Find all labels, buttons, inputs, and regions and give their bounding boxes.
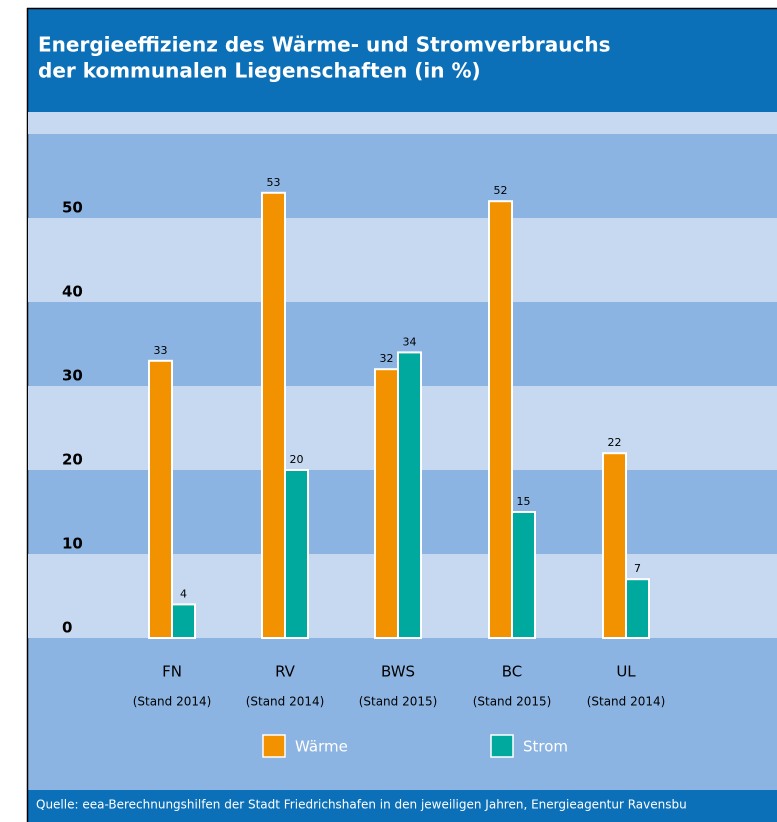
legend-swatch — [262, 734, 286, 758]
y-tick-label: 10 — [62, 535, 83, 553]
y-tick-label: 40 — [62, 283, 83, 301]
x-tick-note: (Stand 2014) — [246, 695, 325, 709]
x-tick-label: FN — [162, 663, 182, 681]
bar — [397, 351, 422, 639]
data-label: 22 — [608, 436, 622, 449]
bar — [602, 452, 627, 640]
plot: 0 10 20 30 40 50 FN (Stand 2014) 33 4 RV (Stand 201… — [28, 112, 777, 758]
data-label: 34 — [403, 335, 417, 348]
chart-title-line: Energieeffizienz des Wärme- und Stromver… — [38, 33, 611, 57]
bar — [284, 469, 309, 639]
bar — [148, 359, 173, 639]
band — [28, 218, 777, 302]
title-band — [27, 8, 777, 112]
bar — [511, 511, 536, 639]
bar — [488, 200, 513, 639]
bar — [261, 191, 286, 640]
y-tick-label: 50 — [62, 199, 83, 217]
data-label: 32 — [380, 352, 394, 365]
bar — [171, 603, 196, 640]
source-band — [27, 790, 777, 822]
source: Quelle: eea-Berechnungshilfen der Stadt … — [36, 798, 687, 812]
x-tick-note: (Stand 2014) — [587, 695, 666, 709]
data-label: 20 — [290, 453, 304, 466]
legend-label: Strom — [523, 738, 568, 756]
data-label: 52 — [494, 184, 508, 197]
y-tick-label: 30 — [62, 367, 83, 385]
band — [28, 112, 777, 134]
x-tick-note: (Stand 2015) — [473, 695, 552, 709]
data-label: 7 — [634, 562, 641, 575]
x-tick-note: (Stand 2014) — [133, 695, 212, 709]
bar — [625, 578, 650, 640]
chart-title-line: der kommunalen Liegenschaften (in %) — [38, 59, 481, 83]
legend-swatch — [490, 734, 514, 758]
data-label: 33 — [154, 344, 168, 357]
y-tick-label: 0 — [62, 619, 72, 637]
x-tick-label: UL — [616, 663, 636, 681]
data-label: 53 — [267, 176, 281, 189]
bar — [374, 368, 399, 639]
data-label: 15 — [517, 495, 531, 508]
x-tick-label: RV — [275, 663, 296, 681]
x-tick-label: BC — [502, 663, 523, 681]
legend-label: Wärme — [295, 738, 348, 756]
data-label: 4 — [180, 587, 187, 600]
x-tick-note: (Stand 2015) — [359, 695, 438, 709]
x-tick-label: BWS — [381, 663, 415, 681]
y-tick-label: 20 — [62, 451, 83, 469]
